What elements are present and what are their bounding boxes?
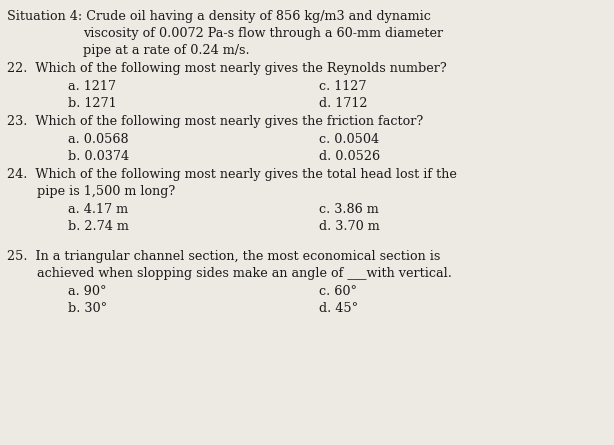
Text: a. 1217: a. 1217 [68, 80, 115, 93]
Text: d. 45°: d. 45° [319, 302, 359, 315]
Text: 24.  Which of the following most nearly gives the total head lost if the: 24. Which of the following most nearly g… [7, 168, 457, 181]
Text: 25.  In a triangular channel section, the most economical section is: 25. In a triangular channel section, the… [7, 250, 441, 263]
Text: pipe at a rate of 0.24 m/s.: pipe at a rate of 0.24 m/s. [83, 44, 249, 57]
Text: pipe is 1,500 m long?: pipe is 1,500 m long? [37, 185, 175, 198]
Text: c. 1127: c. 1127 [319, 80, 367, 93]
Text: b. 30°: b. 30° [68, 302, 107, 315]
Text: b. 1271: b. 1271 [68, 97, 116, 110]
Text: c. 60°: c. 60° [319, 285, 357, 298]
Text: Situation 4: Crude oil having a density of 856 kg/m3 and dynamic: Situation 4: Crude oil having a density … [7, 10, 431, 23]
Text: c. 0.0504: c. 0.0504 [319, 133, 379, 146]
Text: a. 0.0568: a. 0.0568 [68, 133, 128, 146]
Text: b. 0.0374: b. 0.0374 [68, 150, 129, 162]
Text: viscosity of 0.0072 Pa-s flow through a 60-mm diameter: viscosity of 0.0072 Pa-s flow through a … [83, 27, 443, 40]
Text: 22.  Which of the following most nearly gives the Reynolds number?: 22. Which of the following most nearly g… [7, 62, 447, 75]
Text: 23.  Which of the following most nearly gives the friction factor?: 23. Which of the following most nearly g… [7, 115, 424, 128]
Text: b. 2.74 m: b. 2.74 m [68, 220, 128, 233]
Text: achieved when slopping sides make an angle of ___with vertical.: achieved when slopping sides make an ang… [37, 267, 452, 280]
Text: d. 3.70 m: d. 3.70 m [319, 220, 380, 233]
Text: d. 1712: d. 1712 [319, 97, 368, 110]
Text: a. 90°: a. 90° [68, 285, 106, 298]
Text: a. 4.17 m: a. 4.17 m [68, 203, 128, 216]
Text: d. 0.0526: d. 0.0526 [319, 150, 381, 162]
Text: c. 3.86 m: c. 3.86 m [319, 203, 379, 216]
